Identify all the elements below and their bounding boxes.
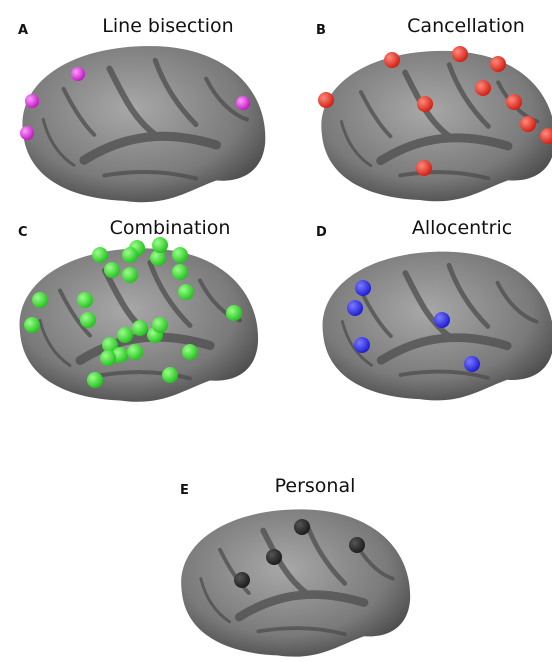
focus-dot [77,292,93,308]
focus-dot [100,350,116,366]
focus-dot [490,56,506,72]
focus-dot [71,67,85,81]
focus-dot [178,284,194,300]
focus-dot [87,372,103,388]
focus-dot [347,300,363,316]
panel-title: Line bisection [102,15,233,37]
panel-title: Cancellation [407,15,525,37]
brain-a [22,46,265,202]
panel-title: Allocentric [412,217,512,239]
focus-dot [226,305,242,321]
focus-dot [355,280,371,296]
focus-dot [122,267,138,283]
focus-dot [475,80,491,96]
panel-letter: D [316,225,327,240]
focus-dot [20,126,34,140]
brain-b [321,51,552,201]
panel-letter: C [18,225,28,240]
focus-dot [294,519,310,535]
focus-dot [384,52,400,68]
focus-dot [506,94,522,110]
focus-dot [520,116,536,132]
focus-dot [266,549,282,565]
focus-dot [132,320,148,336]
focus-dot [32,292,48,308]
panel-letter: A [18,23,28,38]
focus-dot [464,356,480,372]
focus-dot [354,337,370,353]
focus-dot [117,327,133,343]
focus-dot [349,537,365,553]
focus-dot [25,94,39,108]
focus-dot [172,247,188,263]
focus-dot [152,317,168,333]
focus-dot [80,312,96,328]
brains [20,46,552,657]
focus-dot [434,312,450,328]
panel-title: Combination [110,217,231,239]
focus-dot [122,247,138,263]
focus-dot [92,247,108,263]
panel-letter: E [180,483,189,498]
focus-dot [417,96,433,112]
figure: A Line bisection B Cancellation C Combin… [0,0,552,662]
focus-dot [236,96,250,110]
focus-dot [452,46,468,62]
focus-dot [182,344,198,360]
focus-dot [172,264,188,280]
focus-dot [416,160,432,176]
focus-dot [162,367,178,383]
focus-dot [104,262,120,278]
focus-dot [152,237,168,253]
focus-dot [24,317,40,333]
focus-dot [234,572,250,588]
focus-dot [127,344,143,360]
panel-title: Personal [275,475,356,497]
panel-letter: B [316,23,326,38]
focus-dot [318,92,334,108]
